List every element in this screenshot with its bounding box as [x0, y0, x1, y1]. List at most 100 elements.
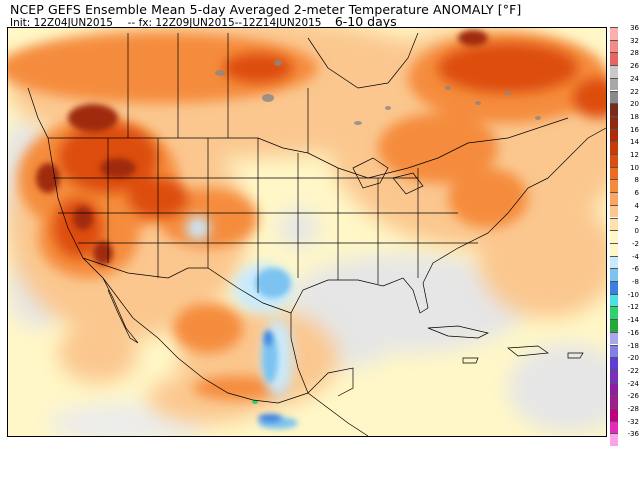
legend-entry: 0	[609, 227, 639, 243]
fx-value: 12Z09JUN2015--12Z14JUN2015	[155, 17, 322, 29]
legend-swatch	[610, 103, 618, 116]
legend-swatch	[610, 154, 618, 167]
legend-swatch	[610, 179, 618, 193]
legend-entry: 2	[609, 214, 639, 231]
legend-entry: 20	[609, 100, 639, 116]
legend-entry: -4	[609, 252, 639, 269]
lakes	[215, 60, 541, 125]
legend-swatch	[610, 382, 618, 396]
anomaly-map	[7, 27, 607, 437]
legend-label: 12	[630, 151, 639, 159]
legend-label: -18	[627, 341, 639, 350]
legend-entry: -20	[609, 354, 639, 370]
legend-entry: 8	[609, 176, 639, 193]
legend-entry: -16	[609, 328, 639, 345]
legend-label: 28	[630, 49, 639, 58]
legend-swatch	[610, 420, 618, 434]
forecast-info: Init: 12Z04JUN2015 -- fx: 12Z09JUN2015--…	[10, 14, 397, 29]
fx-label: fx:	[138, 17, 153, 29]
legend-entry: -22	[609, 366, 639, 383]
legend-swatch	[610, 166, 618, 180]
legend-label: 20	[630, 100, 639, 109]
dashes: --	[127, 17, 136, 29]
init-label: Init:	[10, 17, 31, 29]
legend-entry: 26	[609, 62, 639, 78]
legend-label: 2	[634, 214, 639, 223]
legend-label: -28	[627, 405, 639, 413]
legend-entry: -12	[609, 303, 639, 320]
legend-entry: 6	[609, 189, 639, 205]
init-value: 12Z04JUN2015	[33, 17, 113, 29]
map-title: NCEP GEFS Ensemble Mean 5-day Averaged 2…	[10, 2, 522, 17]
legend-entry: 28	[609, 49, 639, 66]
legend-label: -20	[627, 354, 639, 363]
legend-swatch	[610, 128, 618, 142]
legend-swatch	[610, 217, 618, 231]
legend-swatch	[610, 52, 618, 66]
legend-swatch	[610, 230, 618, 243]
legend-label: 22	[630, 87, 639, 96]
legend-entry: 16	[609, 125, 639, 142]
legend-label: 0	[634, 227, 639, 236]
anomaly-map-canvas	[8, 28, 606, 436]
legend-label: -8	[632, 278, 639, 286]
legend-label: -4	[632, 252, 639, 261]
legend-swatch	[610, 395, 618, 408]
legend-entry: -6	[609, 265, 639, 281]
legend-label: -2	[632, 239, 639, 248]
legend-swatch	[610, 39, 618, 53]
legend-entry: -2	[609, 239, 639, 256]
legend-label: -24	[627, 379, 639, 388]
legend-label: 18	[630, 112, 639, 121]
legend-swatch	[610, 65, 618, 78]
legend-label: -26	[627, 392, 639, 401]
legend-swatch	[610, 204, 618, 218]
legend-swatch	[610, 331, 618, 345]
legend-swatch	[610, 90, 618, 104]
legend-entry: 22	[609, 87, 639, 104]
forecast-period: 6-10 days	[334, 14, 397, 29]
legend-swatch	[610, 141, 618, 154]
legend-entry: -18	[609, 341, 639, 358]
legend-entry: 10	[609, 163, 639, 180]
legend-label: 8	[634, 176, 639, 185]
legend-entry: -36	[609, 430, 639, 447]
legend-label: 4	[634, 201, 639, 210]
legend-label: 32	[630, 36, 639, 45]
legend-swatch	[610, 192, 618, 205]
legend-entry: 4	[609, 201, 639, 218]
legend-swatch	[610, 77, 618, 91]
legend-label: -10	[627, 290, 639, 299]
legend-swatch	[610, 293, 618, 307]
legend-label: 6	[634, 189, 639, 198]
legend-swatch	[610, 408, 618, 421]
color-legend: 36 32 28 26 24 22 20 18 16 14 12 10 8 6 4 2 0 -2 -4 -6 -8 -10…	[609, 24, 639, 453]
legend-label: -14	[627, 316, 639, 325]
boundaries	[27, 32, 606, 436]
legend-label: -16	[627, 328, 639, 337]
legend-entry: -10	[609, 290, 639, 307]
legend-entry: -8	[609, 278, 639, 294]
legend-entry: 36	[609, 24, 639, 40]
legend-swatch	[610, 281, 618, 294]
legend-swatch	[610, 369, 618, 383]
legend-label: 14	[630, 138, 639, 147]
legend-label: -12	[627, 303, 639, 312]
legend-label: 26	[630, 62, 639, 71]
legend-swatch	[610, 115, 618, 129]
legend-entry: -32	[609, 417, 639, 434]
legend-label: -22	[627, 366, 639, 375]
legend-label: -36	[627, 430, 639, 439]
legend-swatch	[610, 319, 618, 332]
legend-label: 16	[630, 125, 639, 134]
legend-entry: -26	[609, 392, 639, 408]
legend-swatch	[610, 27, 618, 40]
legend-swatch	[610, 306, 618, 320]
legend-entry: -24	[609, 379, 639, 396]
legend-swatch	[610, 433, 618, 447]
legend-label: 10	[630, 163, 639, 172]
legend-swatch	[610, 344, 618, 358]
legend-label: -32	[627, 417, 639, 426]
legend-entry: 14	[609, 138, 639, 154]
legend-entry: 12	[609, 151, 639, 167]
